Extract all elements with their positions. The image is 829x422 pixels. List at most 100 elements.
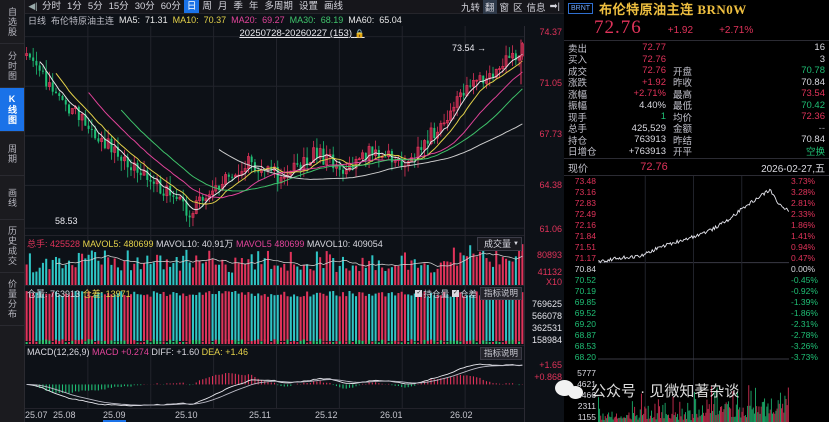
row-value2: 73.54 [801, 88, 825, 100]
x-tick: 25.08 [53, 410, 76, 420]
x-tick: 25.12 [315, 410, 338, 420]
row-value2: -- [818, 122, 825, 134]
mavol10b-value: 409054 [352, 239, 383, 249]
ma-period-label: 日线 [28, 15, 47, 26]
mavol5b-value: 480699 [274, 239, 305, 249]
open-interest-pane[interactable]: 仓量: 763913 仓差: 13971 ✓ 持仓量 ✓ 仓差 指标说明 [25, 286, 524, 346]
row-key: 涨幅 [568, 89, 588, 101]
toolbar-nine-turn[interactable]: 九转 [460, 2, 480, 14]
tab-settings[interactable]: 设置 [298, 1, 318, 12]
x-tick: 25.07 [25, 410, 48, 420]
ladder-price: 72.83 [574, 198, 596, 208]
ladder-price: 69.85 [574, 297, 596, 307]
tab-intraday[interactable]: 分时 [42, 1, 62, 12]
row-key: 现手 [568, 112, 588, 124]
toolbar-zone[interactable]: 区 [513, 2, 523, 14]
ma20-label: MA20: [231, 15, 258, 25]
ma10-label: MA10: [172, 15, 199, 25]
sidebar-item-price-volume-distribution[interactable]: 价量分布 [0, 273, 24, 326]
toolbar-window[interactable]: 窗 [499, 2, 510, 14]
row-value: +1.92 [641, 76, 666, 88]
table-row: 振幅 4.40% 最低 70.42 [564, 100, 829, 113]
table-row: 日增仓 +763913 开平 空换 [564, 146, 829, 159]
tab-daily[interactable]: 日 [183, 0, 200, 13]
ladder-percent: 1.86% [791, 220, 816, 230]
quote-price-row: 72.76 +1.92 +2.71% [564, 16, 829, 40]
ladder-percent: -0.92% [791, 286, 818, 296]
oi-checkbox-change[interactable]: ✓ 仓差 [451, 288, 477, 300]
row-key2: 昨收 [673, 78, 693, 90]
sidebar-item-timeline-chart[interactable]: 分时图 [0, 44, 24, 88]
kline-pane[interactable]: 20250728-20260227 (153) 🔒 73.54 → 58.53 [25, 26, 524, 236]
tab-quarterly[interactable]: 季 [233, 1, 243, 12]
left-sidebar: 自选股 分时图 K线图 周期 画线 历史成交 价量分布 [0, 0, 25, 422]
row-value2: 16 [814, 42, 825, 54]
macd-legend: MACD(12,26,9) MACD +0.274 DIFF: +1.60 DE… [27, 347, 248, 357]
oi-checkbox-position-label: 持仓量 [423, 288, 449, 299]
tab-drawing[interactable]: 画线 [323, 1, 343, 12]
diff-value: +1.60 [176, 347, 200, 357]
oi-change-value: 13971 [105, 289, 131, 299]
ladder-percent: 0.47% [791, 253, 816, 263]
sidebar-item-kline-chart[interactable]: K线图 [0, 88, 24, 132]
mavol10-value: 40.91万 [201, 239, 234, 249]
ladder-price: 68.87 [574, 330, 596, 340]
ladder-price: 70.52 [574, 275, 596, 285]
table-row: 涨幅 +2.71% 最高 73.54 [564, 88, 829, 101]
ma30-value: 68.19 [320, 15, 344, 25]
price-axis-tick: 67.73 [539, 129, 562, 139]
table-row: 成交 72.76 开盘 70.78 [564, 65, 829, 78]
date-range-label: 20250728-20260227 (153) 🔒 [239, 28, 364, 39]
sidebar-item-period[interactable]: 周期 [0, 132, 24, 176]
sidebar-item-watchlist[interactable]: 自选股 [0, 0, 24, 44]
ladder-price: 73.16 [574, 187, 596, 197]
macd-help-button[interactable]: 指标说明 [479, 347, 522, 360]
sidebar-item-label: 自选股 [7, 6, 17, 37]
ladder-percent: -1.86% [791, 308, 818, 318]
sidebar-item-drawing[interactable]: 画线 [0, 176, 24, 220]
macd-value: +0.274 [121, 347, 149, 357]
period-toolbar: ◀| 分时 1分 5分 15分 30分 60分 日 周 月 季 年 多周期 设置… [25, 0, 564, 14]
x-axis: 25.07 25.08 25.09 25.10 25.11 25.12 26.0… [25, 408, 524, 422]
forward-icon[interactable]: ➡| [549, 1, 560, 12]
instrument-badge: BRNT [568, 2, 594, 14]
macd-svg [26, 346, 523, 408]
row-key2: 开平 [673, 147, 693, 159]
price-axis-tick: 61.06 [539, 224, 562, 234]
row-value2: 72.36 [801, 111, 825, 123]
tab-30min[interactable]: 30分 [134, 1, 155, 12]
row-key2: 昨结 [673, 135, 693, 147]
back-icon[interactable]: ◀| [28, 1, 38, 11]
tab-15min[interactable]: 15分 [108, 1, 129, 12]
date-range-text: 20250728-20260227 (153) [239, 28, 352, 39]
tab-5min[interactable]: 5分 [87, 1, 103, 12]
current-price-label: 现价 [568, 163, 588, 175]
last-price: 72.76 [594, 17, 642, 38]
oi-help-button[interactable]: 指标说明 [479, 287, 522, 300]
row-value: 72.76 [642, 53, 666, 65]
row-key: 成交 [568, 66, 588, 78]
oi-legend: 仓量: 763913 仓差: 13971 [27, 287, 131, 300]
ma5-value: 71.31 [145, 15, 168, 25]
tab-weekly[interactable]: 周 [202, 1, 212, 12]
row-key: 卖出 [568, 43, 588, 55]
tab-1min[interactable]: 1分 [67, 1, 82, 12]
mavol5b-label: MAVOL5 [235, 239, 272, 249]
intraday-svg [598, 176, 789, 422]
tab-multi-period[interactable]: 多周期 [264, 1, 293, 12]
volume-indicator-select[interactable]: 成交量 [476, 237, 522, 251]
toolbar-flip-icon[interactable]: 翻 [483, 0, 497, 14]
volume-pane[interactable]: 总手: 425528 MAVOL5: 480699 MAVOL10: 40.91… [25, 236, 524, 286]
ma20-value: 69.27 [262, 15, 285, 25]
macd-pane[interactable]: MACD(12,26,9) MACD +0.274 DIFF: +1.60 DE… [25, 346, 524, 408]
oi-checkbox-position[interactable]: ✓ 持仓量 [415, 288, 449, 300]
tab-yearly[interactable]: 年 [248, 1, 259, 12]
toolbar-info[interactable]: 信息 [526, 2, 546, 14]
tab-60min[interactable]: 60分 [160, 1, 181, 12]
intraday-chart-area[interactable]: 73.48 73.16 72.83 72.49 72.16 71.84 71.5… [564, 176, 829, 422]
chart-value-axis: 74.37 71.05 67.73 64.38 61.06 80893 4113… [524, 26, 564, 422]
sidebar-item-history-trades[interactable]: 历史成交 [0, 220, 24, 273]
dea-value: +1.46 [225, 347, 248, 357]
tab-monthly[interactable]: 月 [217, 1, 228, 12]
ladder-percent: 2.81% [791, 198, 816, 208]
